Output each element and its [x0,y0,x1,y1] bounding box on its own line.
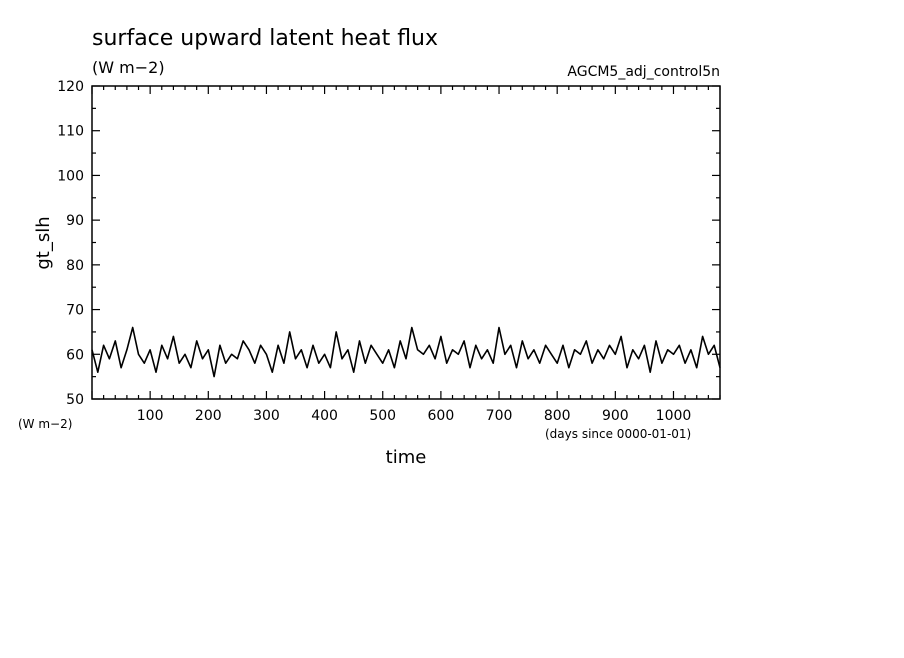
x-axis: 100 200 300 400 500 600 700 800 900 1000 [91,86,721,424]
y-tick-label: 110 [57,124,84,140]
x-tick-label: 700 [486,408,513,424]
y-tick-label: 80 [66,258,84,274]
x-axis-label: time [386,447,427,468]
x-tick-label: 600 [428,408,455,424]
x-tick-label: 400 [311,408,338,424]
y-axis-units: (W m−2) [18,417,72,431]
x-tick-label: 300 [253,408,280,424]
y-tick-label: 70 [66,303,84,319]
y-axis: 50 60 70 80 90 100 110 120 [57,79,720,408]
chart-subtitle: (W m−2) [92,58,165,77]
y-tick-label: 50 [66,392,84,408]
plot-frame [91,85,721,400]
x-tick-label: 900 [602,408,629,424]
y-axis-label: gt_slh [33,216,54,269]
series-line [91,326,721,378]
x-tick-label: 200 [195,408,222,424]
x-tick-label: 500 [369,408,396,424]
x-tick-label: 1000 [656,408,692,424]
x-axis-units: (days since 0000-01-01) [545,427,691,441]
chart-title: surface upward latent heat flux [92,26,438,51]
x-tick-label: 100 [137,408,164,424]
y-tick-label: 120 [57,79,84,95]
y-tick-label: 100 [57,168,84,184]
run-annotation: AGCM5_adj_control5n [567,64,720,80]
y-tick-label: 60 [66,347,84,363]
x-tick-label: 800 [544,408,571,424]
y-tick-label: 90 [66,213,84,229]
